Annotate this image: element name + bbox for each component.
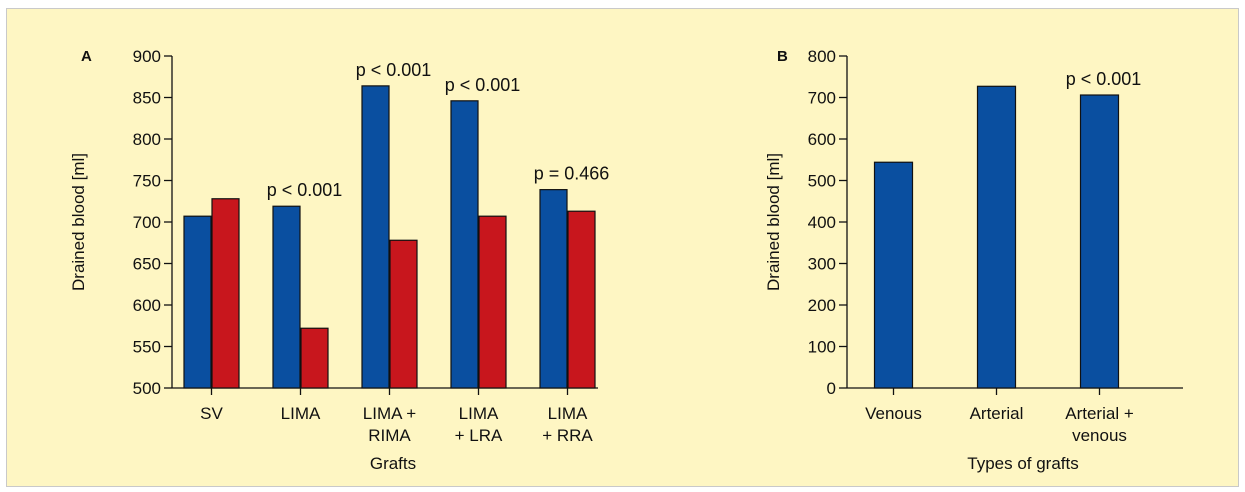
bar-blue-4 [539,189,568,389]
chart-svg: A 500 550 600 650 700 750 800 850 900 Drained bloo… [69,47,1183,473]
bar-red-3 [478,215,507,389]
x-tick-label: LIMA [548,404,588,423]
y-tick-label: 400 [808,213,836,232]
panel-label: B [777,48,788,65]
y-tick-label: 750 [133,172,161,191]
x-axis-label: Types of grafts [967,454,1079,473]
bar-blue-3 [450,100,479,389]
p-value-annotation: p < 0.001 [445,75,521,95]
y-tick-label: 600 [808,130,836,149]
x-tick-label: Arterial [970,404,1024,423]
x-tick-label: LIMA [459,404,499,423]
bar-red-1 [300,327,329,389]
p-value-annotation: p < 0.001 [1066,69,1142,89]
y-tick-label: 650 [133,255,161,274]
x-tick-label: LIMA [281,404,321,423]
bar-blue-1 [976,85,1017,389]
y-axis-label: Drained blood [ml] [764,153,783,291]
y-tick-label: 300 [808,255,836,274]
bar-red-0 [211,198,240,389]
y-tick-label: 850 [133,89,161,108]
bar-blue-0 [873,161,914,389]
x-tick-label: venous [1072,426,1127,445]
y-tick-label: 500 [133,379,161,398]
panel-label: A [81,48,92,65]
bar-blue-2 [1079,94,1120,389]
y-tick-label: 600 [133,296,161,315]
y-axis-label: Drained blood [ml] [69,153,88,291]
x-tick-label: + RRA [542,426,593,445]
p-value-annotation: p = 0.466 [534,164,610,184]
p-value-annotation: p < 0.001 [267,180,343,200]
y-tick-label: 100 [808,338,836,357]
x-tick-label: + LRA [455,426,503,445]
x-tick-label: Venous [865,404,922,423]
y-tick-label: 0 [827,379,836,398]
bar-blue-0 [183,215,212,389]
bar-blue-1 [272,205,301,389]
x-tick-label: SV [200,404,223,423]
x-tick-label: RIMA [368,426,411,445]
figure-panel: A 500 550 600 650 700 750 800 850 900 Drained bloo… [6,8,1239,487]
bar-red-2 [389,239,418,389]
y-tick-label: 550 [133,338,161,357]
x-tick-label: LIMA + [363,404,416,423]
y-tick-label: 700 [133,213,161,232]
y-tick-label: 700 [808,89,836,108]
bar-blue-2 [361,85,390,389]
x-tick-label: Arterial + [1065,404,1134,423]
y-tick-label: 500 [808,172,836,191]
p-value-annotation: p < 0.001 [356,60,432,80]
y-tick-label: 900 [133,47,161,66]
y-tick-label: 200 [808,296,836,315]
bar-red-4 [567,210,596,389]
x-axis-label: Grafts [370,454,416,473]
y-tick-label: 800 [808,47,836,66]
y-tick-label: 800 [133,130,161,149]
